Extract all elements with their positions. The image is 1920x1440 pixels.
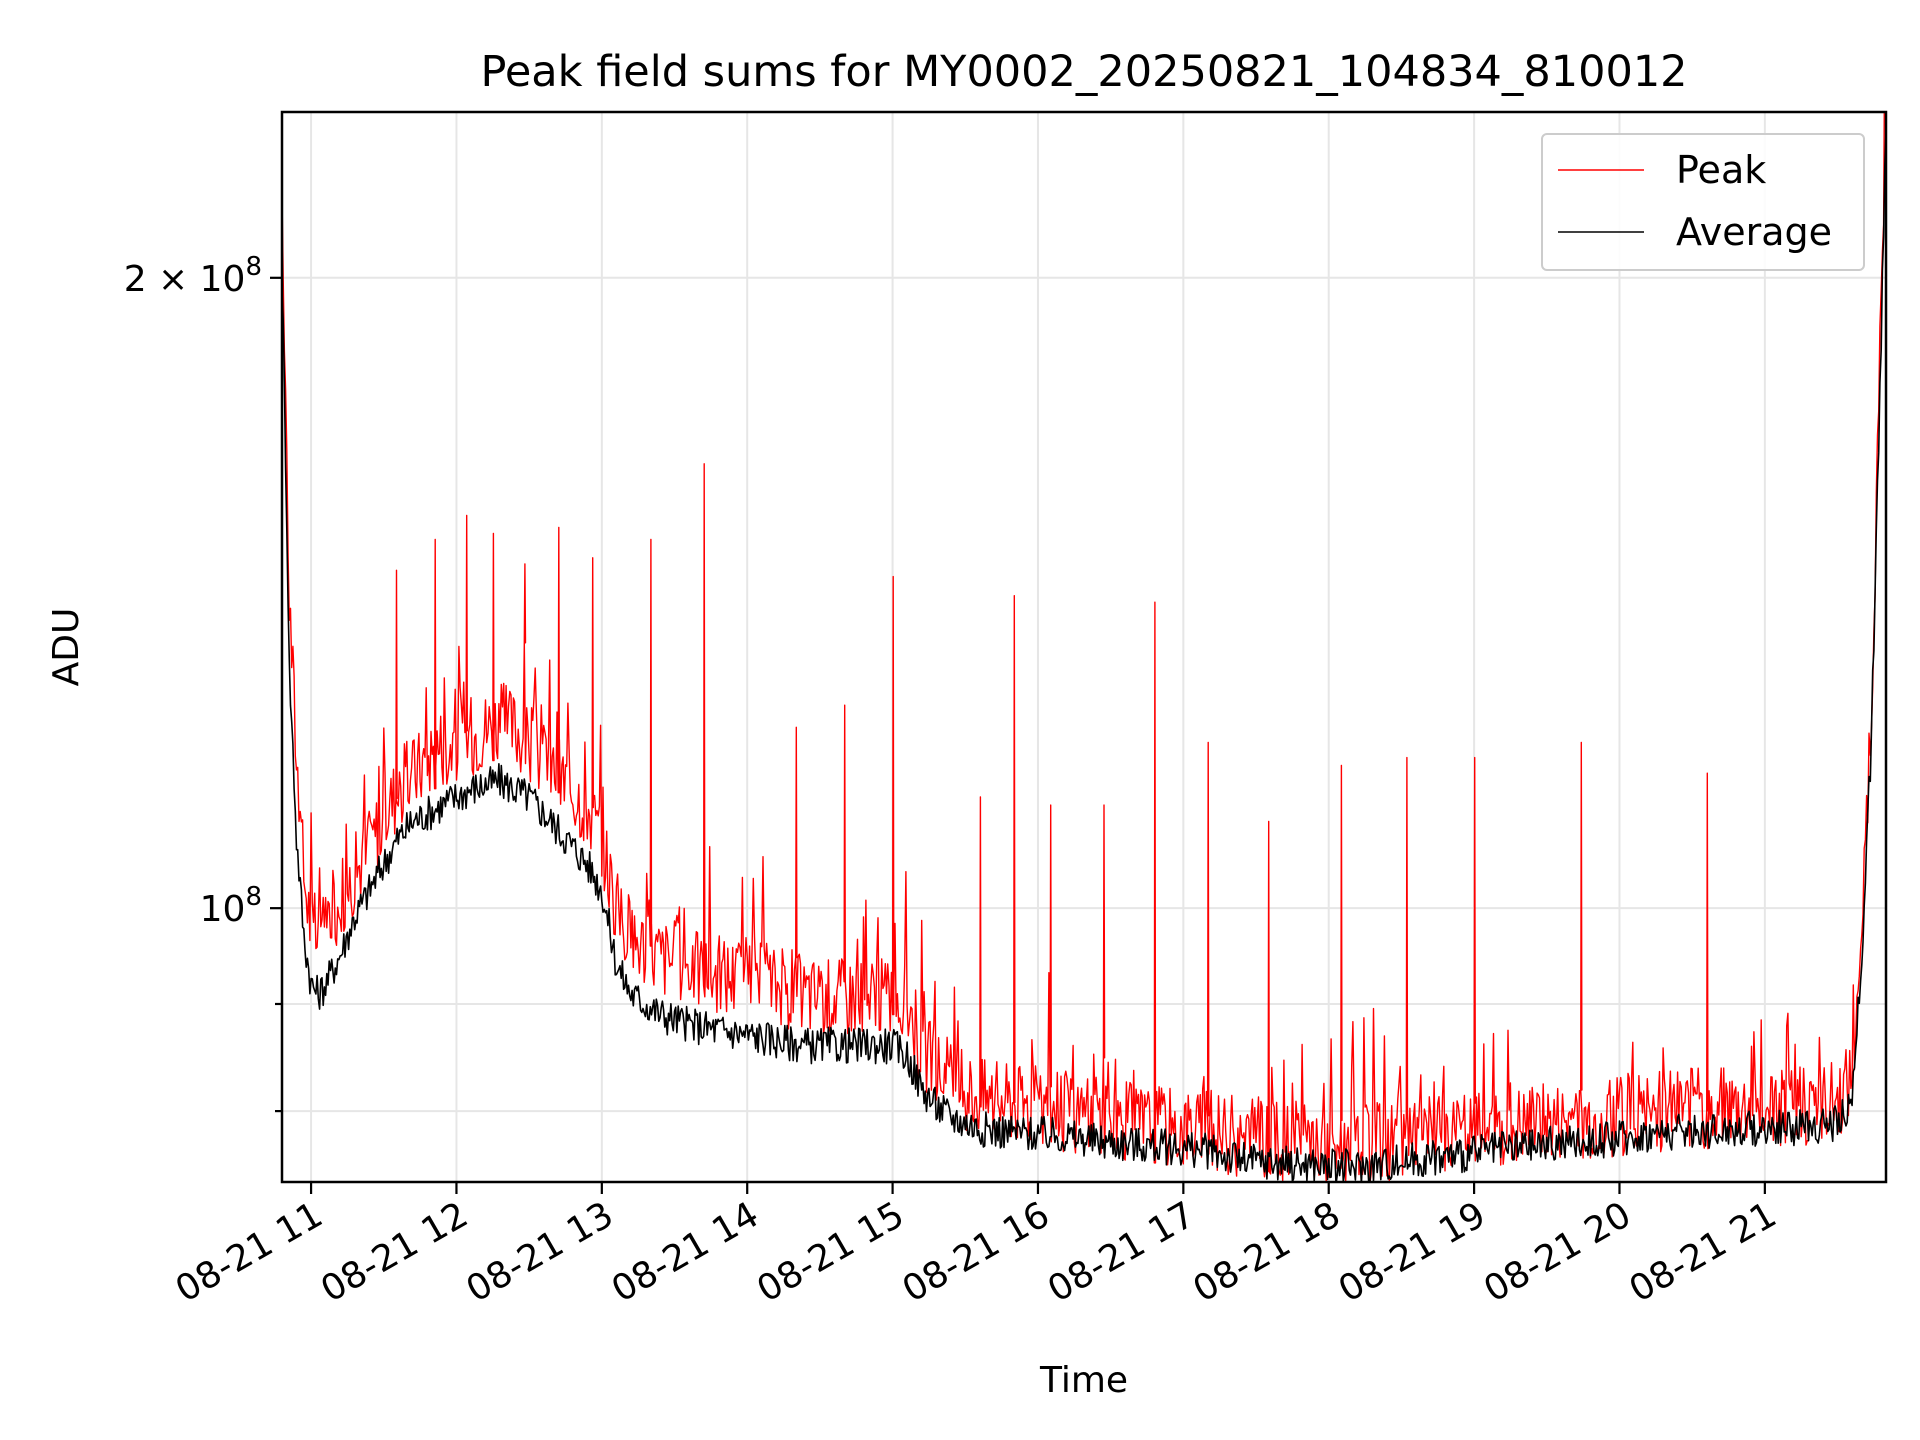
x-tick-label: 08-21 20 [1477, 1194, 1638, 1310]
plot-frame [280, 110, 1888, 1184]
y-axis: 108 2 × 108 [124, 252, 282, 1113]
x-tick-label: 08-21 19 [1332, 1194, 1493, 1310]
grid-layer [282, 112, 1886, 1182]
y-axis-label: ADU [46, 608, 87, 687]
x-tick-label: 08-21 13 [460, 1194, 621, 1310]
chart-title: Peak field sums for MY0002_20250821_1048… [480, 47, 1687, 97]
x-tick-label: 08-21 11 [169, 1194, 330, 1310]
x-tick-label: 08-21 17 [1041, 1194, 1202, 1310]
legend-average-label: Average [1676, 210, 1832, 254]
x-tick-label: 08-21 18 [1187, 1194, 1348, 1310]
legend-box [1541, 133, 1865, 271]
x-tick-label: 08-21 21 [1623, 1194, 1784, 1310]
y-tick-label: 2 × 108 [124, 252, 262, 300]
peak-series-line [282, 112, 1886, 1182]
x-tick-label: 08-21 15 [750, 1194, 911, 1310]
series-layer [282, 112, 1886, 1182]
x-axis-label: Time [1039, 1360, 1128, 1401]
legend-peak-label: Peak [1676, 148, 1766, 192]
x-tick-label: 08-21 12 [314, 1194, 475, 1310]
average-series-line [282, 131, 1886, 1182]
x-tick-label: 08-21 14 [605, 1194, 766, 1310]
legend: Peak Average [1541, 133, 1865, 271]
y-tick-label: 108 [200, 882, 262, 930]
x-tick-label: 08-21 16 [896, 1194, 1057, 1310]
